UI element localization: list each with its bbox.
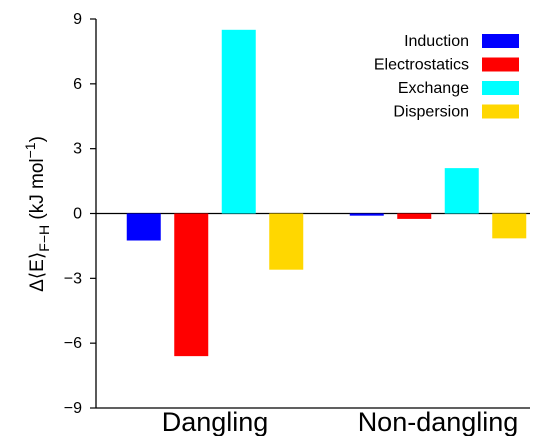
- legend-label: Electrostatics: [374, 57, 469, 74]
- y-tick-label: −3: [64, 270, 82, 287]
- bar-induction-dangling: [126, 213, 161, 241]
- bars: [126, 29, 527, 357]
- legend: Induction Electrostatics Exchange Dispersio…: [374, 33, 519, 121]
- bar-electrostatics-dangling: [174, 213, 209, 357]
- legend-label: Induction: [404, 33, 469, 50]
- category-label: Dangling: [162, 407, 269, 436]
- legend-swatch: [482, 81, 519, 95]
- y-tick-label: 9: [73, 11, 82, 28]
- y-tick-label: −6: [64, 335, 82, 352]
- bar-exchange-dangling: [221, 29, 256, 214]
- category-label: Non-dangling: [358, 407, 519, 436]
- y-tick-label: −9: [64, 400, 82, 417]
- bar-electrostatics-non-dangling: [397, 213, 432, 219]
- legend-label: Exchange: [398, 80, 469, 97]
- legend-swatch: [482, 104, 519, 119]
- bar-induction-non-dangling: [349, 213, 384, 216]
- legend-swatch: [482, 34, 519, 48]
- legend-label: Dispersion: [393, 104, 469, 121]
- category-labels: Dangling Non-dangling: [162, 407, 519, 436]
- bar-exchange-non-dangling: [444, 168, 479, 214]
- bar-dispersion-non-dangling: [492, 213, 527, 239]
- y-axis-label: Δ⟨E⟩F−H (kJ mol−1): [22, 136, 52, 292]
- bar-dispersion-dangling: [269, 213, 304, 270]
- y-tick-label: 0: [73, 206, 82, 223]
- legend-swatch: [482, 57, 519, 72]
- y-tick-label: 6: [73, 76, 82, 93]
- y-tick-label: 3: [73, 141, 82, 158]
